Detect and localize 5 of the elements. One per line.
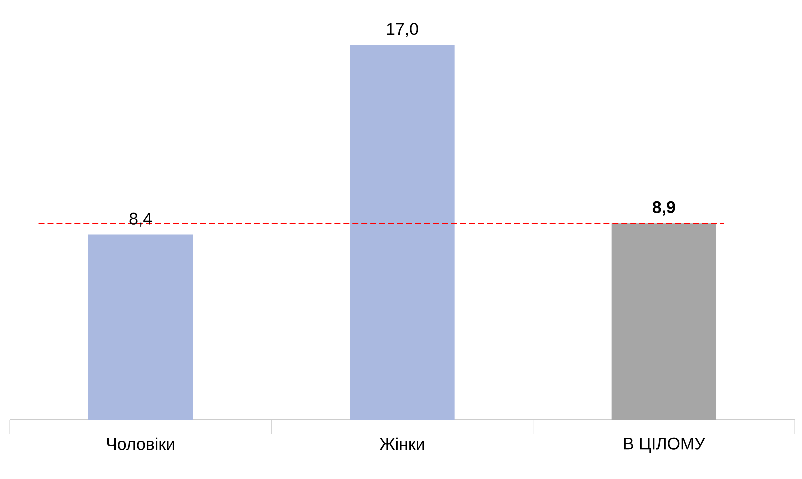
data-label: 8,9 xyxy=(652,201,676,216)
x-tick-label: Жінки xyxy=(380,438,424,450)
x-tick-label: В ЦІЛОМУ xyxy=(624,438,706,454)
x-tick-label: Чоловіки xyxy=(107,438,174,450)
data-label: 17,0 xyxy=(387,23,418,38)
